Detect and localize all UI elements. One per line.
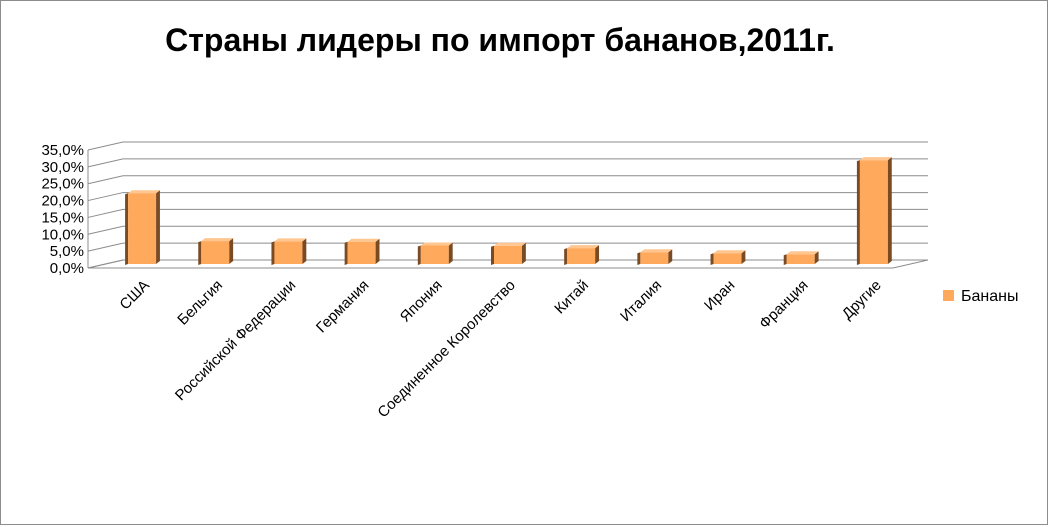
bar-side <box>710 253 714 265</box>
x-tick-label: Италия <box>617 277 665 325</box>
y-tick-label: 10,0% <box>41 226 84 243</box>
y-tick-label: 25,0% <box>41 176 84 193</box>
bar-side <box>783 254 787 265</box>
bar-top <box>274 238 307 242</box>
chart-title: Страны лидеры по импорт бананов,2011г. <box>165 22 835 58</box>
bar-right-face <box>375 238 380 264</box>
gridlines <box>87 141 928 269</box>
x-tick-label: Япония <box>397 277 446 326</box>
bar-front <box>713 253 742 264</box>
bar <box>783 251 819 265</box>
bar-right-face <box>156 190 160 264</box>
legend-label-bananas: Бананы <box>961 288 1018 305</box>
gridline <box>87 192 928 202</box>
bar-side <box>564 248 568 265</box>
gridline <box>87 242 928 252</box>
bar-side <box>417 245 421 265</box>
y-axis: 0,0%5,0%10,0%15,0%20,0%25,0%30,0%35,0% <box>41 142 929 277</box>
bar-front <box>494 245 522 264</box>
x-tick-label: Бельгия <box>174 277 226 329</box>
x-tick-label: Российской Федерации <box>172 277 299 404</box>
chart-floor <box>87 259 929 269</box>
bar-right-face <box>814 251 819 264</box>
bar <box>564 245 600 265</box>
bar-right-face <box>668 249 673 264</box>
gridline <box>87 225 928 235</box>
bar-side <box>271 241 275 265</box>
bars <box>125 157 892 265</box>
bar <box>125 190 160 265</box>
bar-side <box>856 160 860 265</box>
bar-right-face <box>595 245 600 264</box>
bar-right-face <box>522 242 526 264</box>
bar-side <box>344 241 348 265</box>
y-tick-label: 30,0% <box>41 159 84 176</box>
bar-front <box>567 248 596 264</box>
bar-front <box>128 193 157 264</box>
bar <box>344 238 380 265</box>
x-tick-label: Иран <box>701 277 738 314</box>
bar-side <box>198 241 202 265</box>
bar-top <box>859 157 892 161</box>
bar-front <box>274 241 303 264</box>
bar <box>198 238 234 265</box>
bar-side <box>125 193 129 265</box>
legend-swatch <box>943 290 954 301</box>
bar-right-face <box>229 238 234 264</box>
x-tick-label: Другие <box>839 277 885 323</box>
bar-front <box>859 160 888 264</box>
bar-top <box>347 238 380 242</box>
x-tick-label: США <box>116 277 152 313</box>
x-tick-label: Соединенное Королевство <box>374 277 518 421</box>
legend: Бананы <box>943 288 1018 305</box>
bar-front <box>786 254 815 264</box>
bar-top <box>494 242 526 246</box>
bar-top <box>420 242 453 246</box>
y-tick-label: 5,0% <box>50 243 84 260</box>
bar-right-face <box>741 250 746 264</box>
bar <box>710 250 746 265</box>
x-tick-label: Германия <box>313 277 373 337</box>
bar-right-face <box>302 238 307 264</box>
y-tick-label: 0,0% <box>50 260 84 277</box>
bar-right-face <box>887 157 892 264</box>
gridline <box>87 175 928 185</box>
bar-front <box>420 245 449 264</box>
gridline <box>87 208 928 218</box>
bar-top <box>567 245 600 249</box>
bar <box>856 157 892 265</box>
bar-front <box>201 241 230 264</box>
bar-top <box>713 250 746 254</box>
x-tick-label: Китай <box>551 277 592 318</box>
bar-top <box>201 238 234 242</box>
bar-side <box>491 245 494 265</box>
bar <box>637 249 673 265</box>
bar <box>271 238 307 265</box>
bar-top <box>786 251 819 255</box>
bar <box>491 242 526 265</box>
bar-front <box>347 241 376 264</box>
gridline <box>87 141 928 151</box>
y-tick-label: 20,0% <box>41 193 84 210</box>
bar-top <box>128 190 160 194</box>
y-tick-label: 15,0% <box>41 209 84 226</box>
bar-top <box>640 249 673 253</box>
y-tick-label: 35,0% <box>41 142 84 159</box>
bar-front <box>640 252 669 264</box>
x-tick-label: Франция <box>756 277 811 332</box>
bar <box>417 242 453 265</box>
bar-right-face <box>448 242 453 264</box>
gridline <box>87 158 928 168</box>
bar-side <box>637 252 641 265</box>
